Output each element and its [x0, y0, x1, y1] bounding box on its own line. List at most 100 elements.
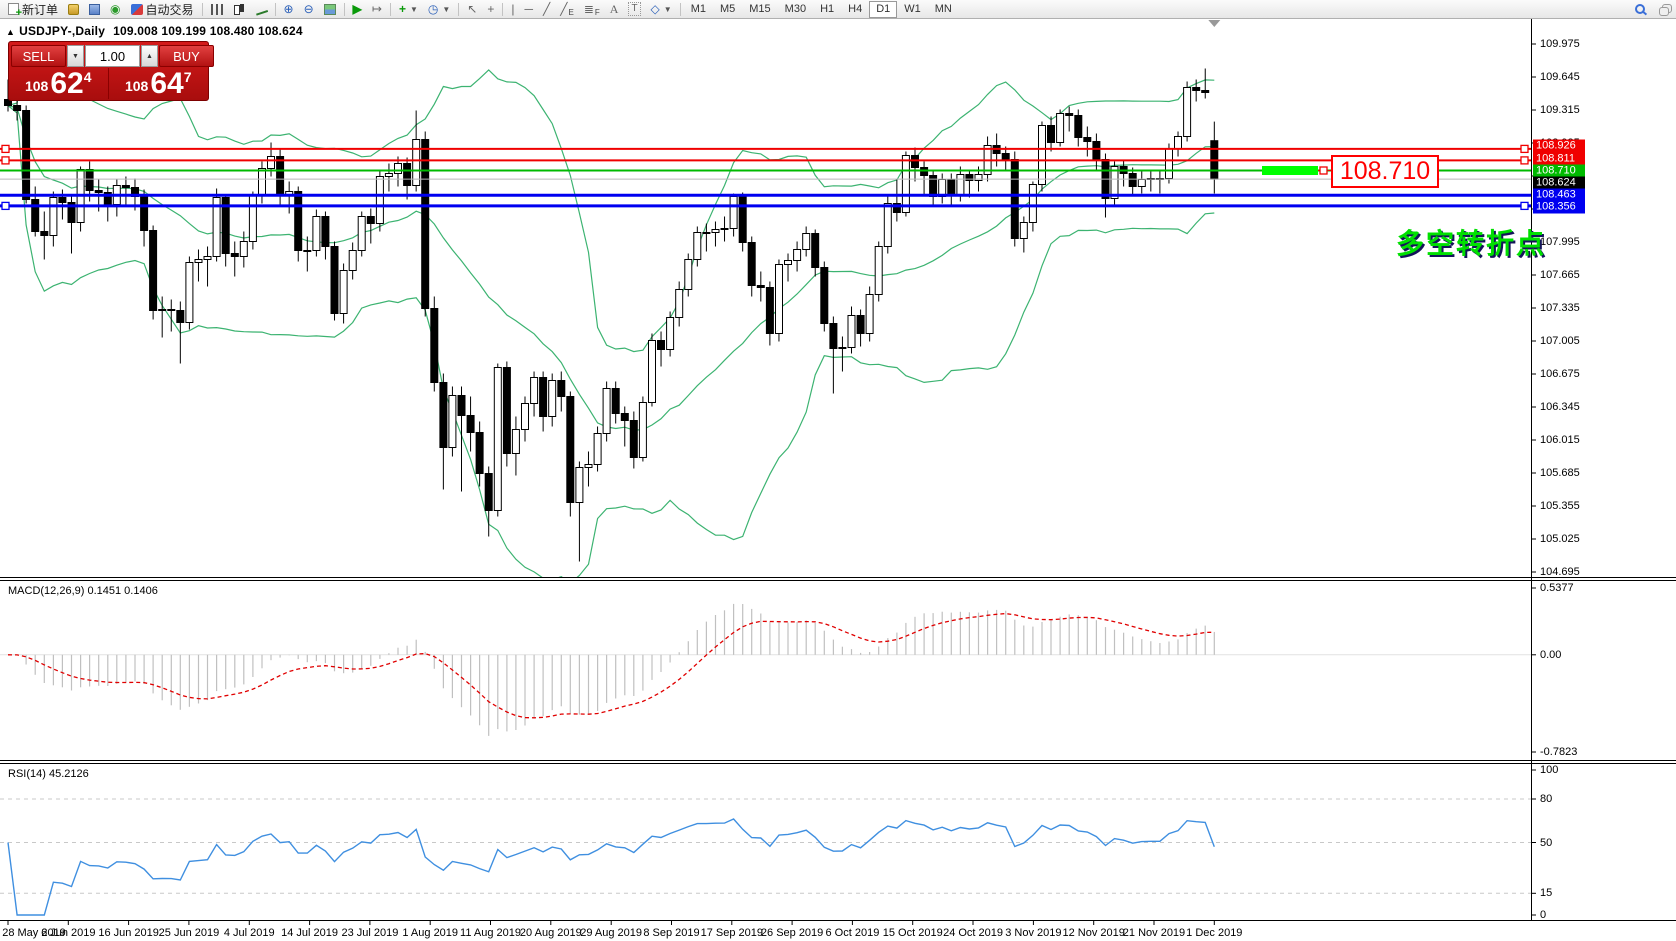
chinese-annotation[interactable]: 多空转折点 [1396, 228, 1547, 259]
fibonacci-button[interactable]: ≣ F [579, 1, 605, 18]
zoom-in-button[interactable]: ⊕ [279, 1, 299, 18]
cursor-button[interactable]: ↖ [462, 1, 482, 18]
candle-body [874, 246, 883, 295]
trendline-button[interactable]: ╱ [538, 1, 555, 18]
timeframe-h4-button[interactable]: H4 [841, 1, 869, 18]
line-anchor[interactable] [1, 156, 10, 165]
line-chart-button[interactable] [250, 1, 272, 18]
new-order-button[interactable]: 新订单 [3, 1, 63, 19]
candle-body [965, 174, 974, 181]
search-button[interactable] [1630, 1, 1650, 18]
charts-profile-button[interactable] [63, 1, 84, 18]
line-anchor[interactable] [1520, 156, 1529, 165]
date-axis-label: 8 Sep 2019 [643, 927, 700, 939]
crosshair-button[interactable]: + [482, 1, 499, 18]
sell-price[interactable]: 108 62 4 [9, 68, 109, 99]
dropdown-caret-icon: ▼ [442, 4, 451, 14]
indicators-button[interactable]: + ▼ [394, 1, 423, 18]
timeframe-mn-button[interactable]: MN [928, 1, 959, 18]
timeframe-d1-button[interactable]: D1 [869, 0, 898, 18]
candle-body [421, 139, 430, 309]
arrows-button[interactable]: ◇ ▼ [646, 1, 677, 18]
vertical-line-button[interactable]: | [506, 1, 519, 18]
toolbar-separator [502, 2, 504, 16]
equidistant-channel-button[interactable]: ╱ E [555, 1, 579, 18]
signals-icon: ◉ [110, 2, 121, 16]
candle-body [883, 203, 892, 247]
chat-icon [1655, 4, 1672, 16]
candle-body [13, 105, 22, 111]
horizontal-line-button[interactable]: ─ [519, 1, 538, 18]
volume-input[interactable] [85, 45, 140, 67]
text-label-icon: T [628, 2, 641, 16]
volume-decrease-button[interactable]: ▼ [67, 45, 84, 67]
auto-trading-label: 自动交易 [145, 2, 194, 17]
timeframe-m15-button[interactable]: M15 [742, 1, 777, 18]
auto-scroll-button[interactable]: ▶ [348, 1, 367, 18]
candle-body [747, 242, 756, 286]
trendline-icon: ╱ [543, 2, 551, 16]
date-axis-label: 16 Jun 2019 [98, 927, 159, 939]
panel-splitter[interactable] [0, 580, 1676, 581]
candlestick-chart-icon [233, 3, 245, 15]
timeframe-w1-button[interactable]: W1 [897, 1, 928, 18]
new-order-label: 新订单 [22, 2, 59, 17]
candle-body [738, 196, 747, 243]
toolbar-separator [343, 2, 345, 16]
sell-button[interactable]: SELL [11, 45, 66, 67]
candle-body [448, 395, 457, 448]
candle-body [303, 250, 312, 252]
price-axis-label: 107.005 [1540, 335, 1580, 347]
candle-body [239, 241, 248, 257]
candle-body [756, 285, 765, 288]
timeframe-h1-button[interactable]: H1 [813, 1, 841, 18]
collapse-icon[interactable]: ▲ [6, 27, 16, 37]
date-axis-border [0, 920, 1676, 921]
buy-price-main: 64 [150, 67, 184, 100]
highlight-segment[interactable] [1262, 166, 1318, 175]
timeframe-m30-button[interactable]: M30 [778, 1, 813, 18]
candle-body [784, 260, 792, 265]
candle-body [430, 308, 439, 383]
candle-body [775, 264, 783, 334]
candle-body [339, 270, 348, 314]
line-anchor[interactable] [1319, 166, 1328, 175]
line-anchor[interactable] [1, 201, 10, 211]
text-label-button[interactable]: T [623, 1, 645, 18]
crosshair-icon: + [487, 2, 495, 16]
bar-chart-button[interactable] [206, 1, 228, 18]
buy-button[interactable]: BUY [159, 45, 214, 67]
buy-price[interactable]: 108 64 7 [109, 68, 209, 99]
panel-splitter[interactable] [0, 577, 1676, 578]
timeframe-m5-button[interactable]: M5 [713, 1, 742, 18]
signals-button[interactable]: ◉ [105, 1, 125, 18]
text-button[interactable]: A [605, 1, 624, 18]
candle-body [593, 433, 602, 465]
line-anchor[interactable] [1, 144, 10, 154]
candlestick-chart-button[interactable] [228, 1, 250, 18]
candle-body [321, 216, 330, 247]
date-axis-label: 25 Jun 2019 [158, 927, 220, 939]
candle-body [1092, 141, 1101, 160]
chart-canvas[interactable] [0, 19, 1676, 941]
periods-button[interactable]: ◷ ▼ [423, 1, 455, 18]
candle-body [121, 185, 130, 188]
line-anchor[interactable] [1520, 201, 1529, 211]
panel-splitter[interactable] [0, 760, 1676, 761]
zoom-out-button[interactable]: ⊖ [299, 1, 319, 18]
tile-windows-button[interactable] [319, 1, 341, 18]
timeframe-m1-button[interactable]: M1 [684, 1, 713, 18]
chart-shift-button[interactable]: ↦ [367, 1, 387, 18]
auto-trading-button[interactable]: 自动交易 [126, 1, 199, 18]
price-callout[interactable]: 108.710 [1331, 155, 1439, 188]
chart-shift-marker[interactable] [1208, 20, 1221, 27]
panel-splitter[interactable] [0, 763, 1676, 764]
volume-increase-button[interactable]: ▲ [141, 45, 158, 67]
line-anchor[interactable] [1520, 144, 1529, 154]
candle-body [838, 347, 847, 349]
chat-button[interactable] [1650, 1, 1673, 18]
trade-prices-row: 108 62 4 108 64 7 [9, 68, 208, 99]
toolbar: 新订单 ◉ 自动交易 ⊕ ⊖ ▶ ↦ +▼ ◷▼ ↖ + | ─ ╱ ╱E ≣F… [0, 0, 1676, 19]
data-window-button[interactable] [84, 1, 105, 18]
